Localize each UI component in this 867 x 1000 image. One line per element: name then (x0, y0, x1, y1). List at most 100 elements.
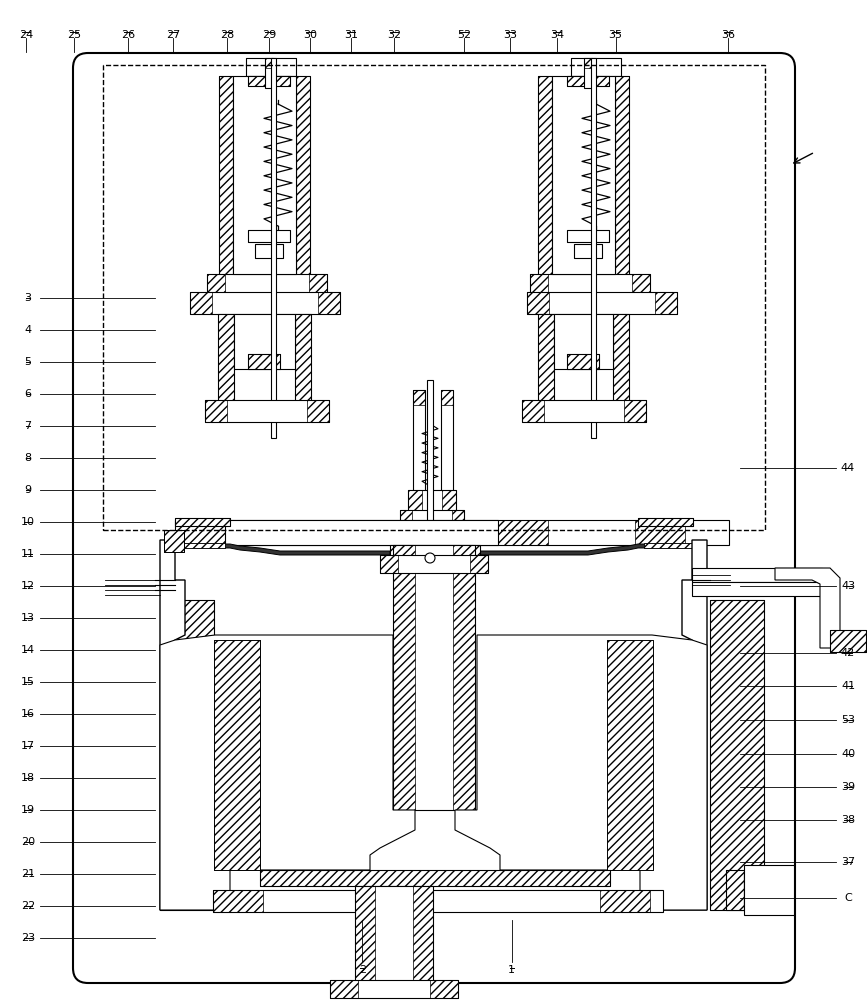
Bar (571, 58, 621, 76)
Bar (255, 244, 283, 258)
Bar (830, 630, 866, 652)
Bar (393, 545, 475, 810)
Text: 36: 36 (721, 30, 735, 40)
Bar (271, 58, 276, 438)
Bar (830, 630, 866, 652)
Bar (644, 543, 694, 548)
Text: 37: 37 (841, 857, 855, 867)
Text: 38: 38 (841, 815, 855, 825)
Text: 6: 6 (24, 389, 31, 399)
Bar (442, 490, 456, 515)
Bar (160, 600, 214, 910)
Bar (453, 545, 475, 810)
Text: 3: 3 (24, 293, 31, 303)
Bar (380, 555, 398, 573)
Text: 23: 23 (21, 933, 35, 943)
Bar (380, 555, 488, 573)
Text: 17: 17 (21, 741, 35, 751)
Bar (390, 545, 415, 557)
Bar (246, 58, 296, 76)
Bar (441, 390, 453, 520)
Bar (692, 582, 822, 596)
Bar (355, 886, 433, 986)
Bar (527, 292, 549, 314)
Polygon shape (160, 540, 214, 910)
Bar (175, 543, 225, 548)
Bar (455, 545, 480, 557)
Bar (607, 640, 653, 870)
Text: 40: 40 (841, 749, 855, 759)
Bar (400, 510, 464, 522)
Bar (265, 58, 273, 88)
Bar (430, 980, 458, 998)
Text: 42: 42 (841, 648, 855, 658)
Bar (248, 76, 290, 86)
Bar (248, 230, 290, 242)
Text: 5: 5 (24, 357, 31, 367)
Bar (205, 400, 227, 422)
Text: 4: 4 (24, 325, 31, 335)
Bar (710, 600, 764, 910)
Bar (255, 244, 283, 258)
Bar (175, 518, 230, 526)
Bar (470, 555, 488, 573)
Polygon shape (775, 568, 840, 648)
Bar (214, 640, 260, 870)
Bar (726, 870, 744, 910)
Bar (214, 640, 260, 870)
Bar (744, 865, 794, 915)
Text: 24: 24 (19, 30, 33, 40)
Bar (498, 520, 548, 545)
Bar (205, 400, 329, 422)
Bar (213, 890, 663, 912)
Bar (296, 76, 310, 276)
Bar (452, 510, 464, 522)
Bar (175, 520, 729, 545)
Text: 27: 27 (166, 30, 180, 40)
Bar (248, 354, 280, 369)
Text: 18: 18 (21, 773, 35, 783)
Polygon shape (653, 540, 707, 910)
Bar (413, 390, 425, 405)
Bar (530, 274, 650, 294)
Bar (213, 890, 263, 912)
Bar (164, 530, 184, 552)
Text: 34: 34 (551, 30, 564, 40)
Bar (567, 76, 609, 86)
Bar (554, 314, 613, 369)
Bar (607, 640, 653, 870)
Bar (522, 400, 544, 422)
Text: 7: 7 (24, 421, 31, 431)
Bar (591, 58, 596, 438)
Bar (413, 886, 433, 986)
Bar (538, 76, 552, 276)
Bar (295, 314, 311, 404)
Bar (600, 890, 650, 912)
Bar (638, 518, 693, 526)
Text: 13: 13 (21, 613, 35, 623)
Bar (567, 230, 609, 242)
Text: 35: 35 (609, 30, 623, 40)
Bar (571, 58, 621, 76)
Bar (635, 520, 685, 545)
Text: 10: 10 (21, 517, 35, 527)
Bar (552, 76, 615, 274)
Bar (160, 600, 214, 910)
Text: 30: 30 (303, 30, 317, 40)
Bar (584, 58, 592, 68)
Bar (330, 980, 458, 998)
Bar (318, 292, 340, 314)
Bar (248, 354, 280, 369)
Text: 39: 39 (841, 782, 855, 792)
Bar (175, 518, 230, 526)
Text: 26: 26 (121, 30, 135, 40)
Bar (218, 314, 234, 404)
Bar (355, 886, 375, 986)
Text: 12: 12 (21, 581, 35, 591)
Text: 41: 41 (841, 681, 855, 691)
Bar (413, 390, 425, 520)
Text: 19: 19 (21, 805, 35, 815)
Bar (538, 314, 554, 404)
Text: 53: 53 (841, 715, 855, 725)
Bar (218, 314, 234, 404)
